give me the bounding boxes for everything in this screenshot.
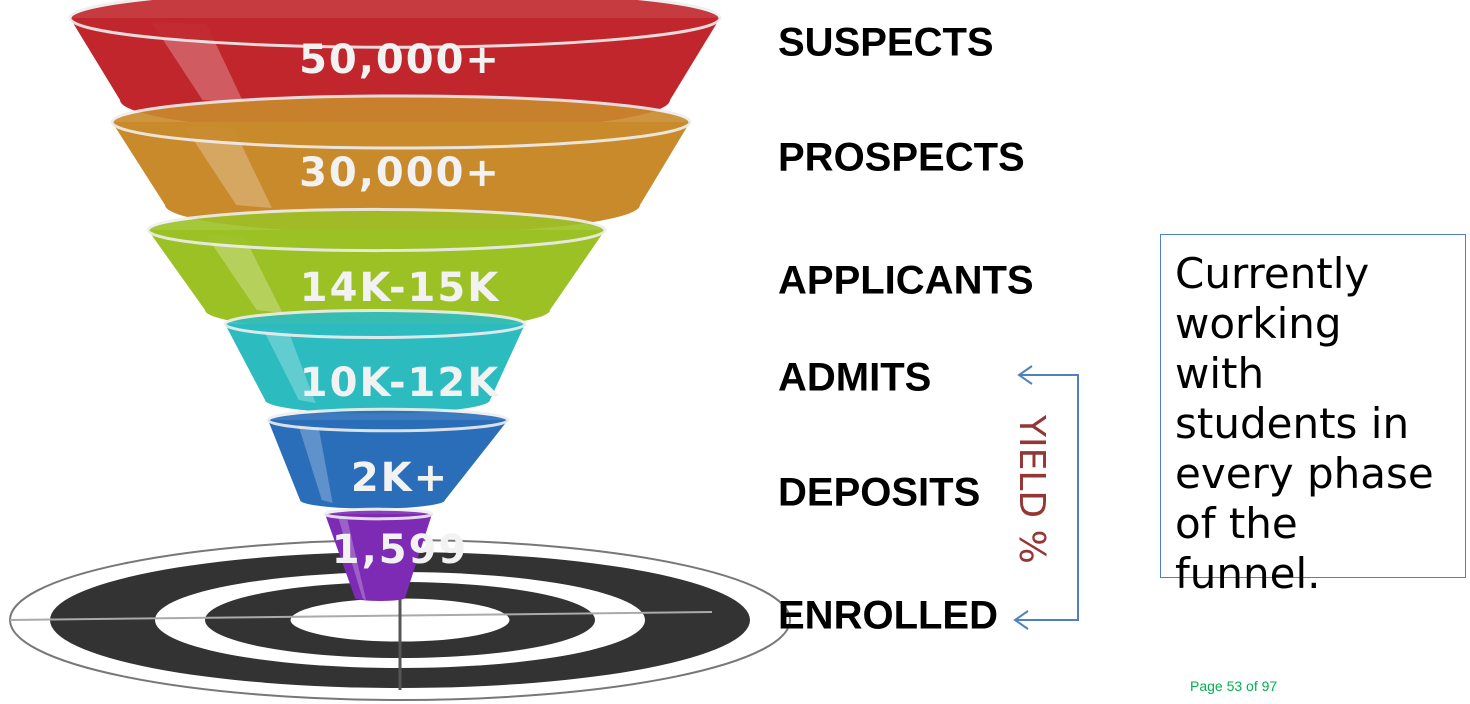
funnel: 50,000+ 30,000+ 14K-15K 10K-12K 2K+ 1,599	[68, 0, 722, 601]
stage-name: DEPOSITS	[778, 471, 980, 515]
segment-shine	[338, 518, 367, 601]
segment-shine	[205, 234, 283, 313]
note-line: Currently	[1175, 249, 1370, 298]
footer: Page 53 of 97	[1190, 678, 1278, 694]
stage-name: SUSPECTS	[778, 21, 994, 65]
stage-value: 1,599	[332, 527, 469, 573]
stage-name: ENROLLED	[778, 594, 998, 638]
note-line: working	[1175, 299, 1342, 348]
yield-bracket	[1013, 365, 1079, 630]
segment-rim	[266, 407, 510, 433]
segment-rim	[68, 0, 722, 49]
note-line: every phase	[1175, 449, 1434, 498]
funnel-segment	[148, 230, 605, 331]
note-line: of the	[1175, 499, 1298, 548]
stage-value: 30,000+	[299, 150, 501, 196]
stage-value: 10K-12K	[300, 360, 500, 406]
yield-label: YIELD %	[1011, 414, 1052, 564]
segment-shine	[262, 328, 316, 403]
note-line: students in	[1175, 399, 1410, 448]
segment-shine	[151, 22, 244, 103]
stage-name: PROSPECTS	[778, 136, 1025, 180]
segment-rim	[323, 507, 434, 521]
segment-rim	[146, 207, 607, 253]
segment-shine	[298, 424, 333, 503]
segment-rim	[223, 309, 527, 339]
funnel-segment	[325, 514, 432, 601]
funnel-segment	[268, 420, 508, 509]
segment-rim	[110, 94, 692, 150]
stage-value: 50,000+	[299, 37, 501, 83]
stage-name: ADMITS	[778, 356, 931, 400]
note-line: funnel.	[1175, 549, 1321, 598]
target	[9, 539, 791, 701]
funnel-segment	[112, 122, 690, 234]
stage-name: APPLICANTS	[778, 259, 1034, 303]
segment-shine	[184, 126, 272, 208]
note-line: with	[1175, 349, 1265, 398]
stage-value: 2K+	[351, 455, 449, 501]
funnel-segment	[225, 324, 525, 414]
note-box: Currently working with students in every pha…	[1160, 234, 1466, 598]
stage-value: 14K-15K	[300, 265, 500, 311]
